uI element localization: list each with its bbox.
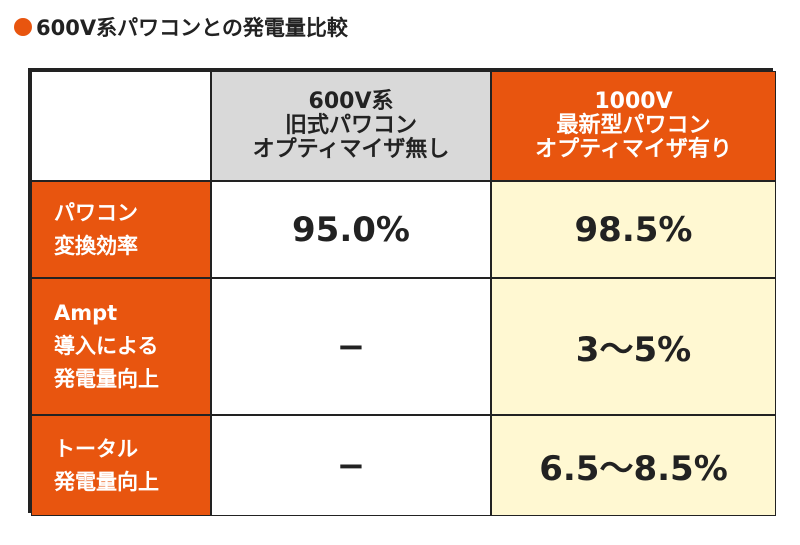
row-label: パワコン 変換効率	[31, 181, 211, 278]
corner-cell	[31, 71, 211, 181]
value-cell: 6.5〜8.5%	[491, 415, 776, 516]
header-line: 1000V	[594, 89, 673, 114]
header-line: オプティマイザ無し	[252, 137, 450, 162]
header-line: 旧式パワコン	[284, 113, 417, 138]
value-text: 95.0%	[292, 209, 410, 250]
value-text: 6.5〜8.5%	[539, 449, 728, 489]
label-line: トータル	[54, 436, 138, 461]
header-line: オプティマイザ有り	[535, 137, 732, 162]
value-cell: −	[211, 278, 491, 415]
header-line: 最新型パワコン	[556, 113, 711, 138]
row-label: トータル 発電量向上	[31, 415, 211, 516]
value-text: 3〜5%	[575, 330, 692, 370]
value-cell: 3〜5%	[491, 278, 776, 415]
label-line: 導入による	[54, 334, 159, 358]
value-cell: 95.0%	[211, 181, 491, 278]
title: 600V系パワコンとの発電量比較	[36, 16, 348, 40]
label-line: 発電量向上	[54, 469, 159, 494]
value-text: −	[336, 326, 366, 367]
title-row: 600V系パワコンとの発電量比較	[14, 12, 348, 42]
label-line: Ampt	[54, 301, 118, 325]
label-line: パワコン	[54, 200, 138, 225]
value-cell: 98.5%	[491, 181, 776, 278]
bullet	[14, 18, 32, 36]
value-text: 98.5%	[574, 209, 693, 250]
value-text: −	[336, 445, 366, 486]
value-cell: −	[211, 415, 491, 516]
comparison-table: 600V系 旧式パワコン オプティマイザ無し 1000V 最新型パワコン オプティマイザ有…	[28, 68, 776, 516]
column-header: 1000V 最新型パワコン オプティマイザ有り	[491, 71, 776, 181]
label-line: 発電量向上	[54, 367, 159, 391]
header-line: 600V系	[308, 89, 394, 114]
label-line: 変換効率	[54, 233, 138, 258]
row-label: Ampt 導入による発電量向上	[31, 278, 211, 415]
column-header: 600V系 旧式パワコン オプティマイザ無し	[211, 71, 491, 181]
